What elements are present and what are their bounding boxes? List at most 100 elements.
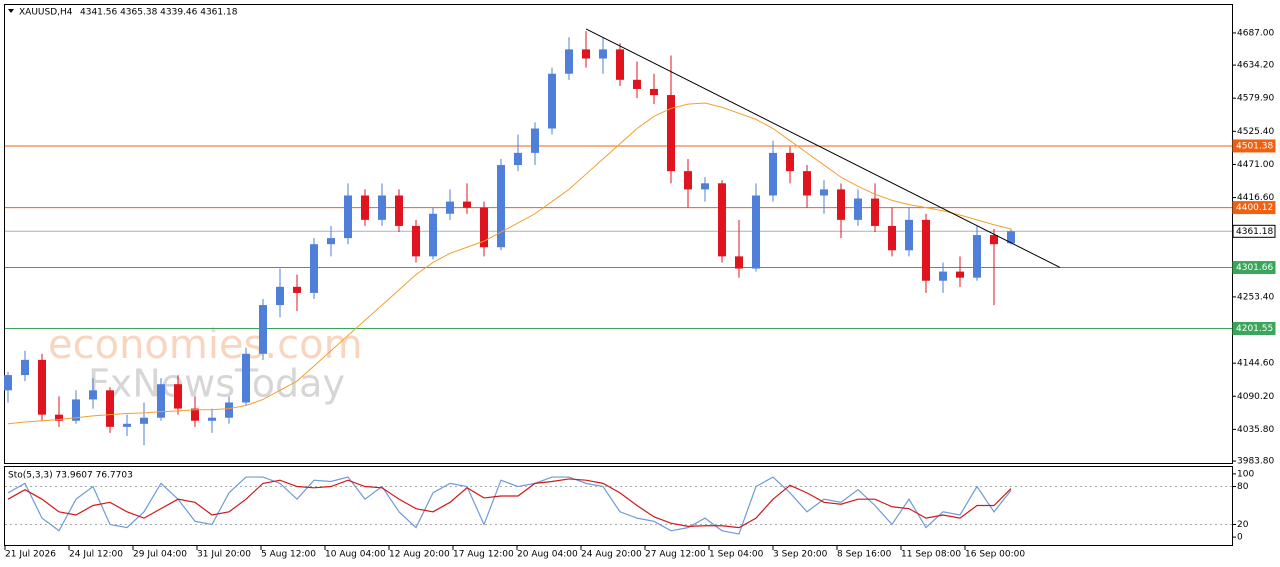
y-tick-label: 4416.60 xyxy=(1237,193,1274,203)
price-label-box xyxy=(1232,224,1276,238)
candle-body xyxy=(633,79,641,89)
candle-body xyxy=(905,219,913,251)
candle-body xyxy=(854,198,862,220)
y-tick-label: 20 xyxy=(1237,520,1249,530)
candle-body xyxy=(803,171,811,196)
candle-body xyxy=(72,399,80,421)
stochastic-line xyxy=(7,478,1012,529)
x-tick-label: 27 Aug 12:00 xyxy=(645,550,706,560)
stochastic-panel xyxy=(4,466,1233,546)
candle-body xyxy=(599,49,607,59)
x-tick-label: 8 Sep 16:00 xyxy=(837,550,892,560)
candle-body xyxy=(497,165,505,248)
candle-body xyxy=(922,219,930,281)
candle-body xyxy=(973,235,981,278)
candle-body xyxy=(429,213,437,257)
candle-body xyxy=(735,256,743,269)
price-label: 4301.66 xyxy=(1236,263,1273,273)
y-tick-label: 4579.90 xyxy=(1237,94,1274,104)
candle-body xyxy=(990,235,998,245)
x-tick-label: 24 Aug 20:00 xyxy=(581,550,642,560)
candle-body xyxy=(395,195,403,226)
candle-body xyxy=(293,286,301,293)
price-label-box xyxy=(1232,321,1276,335)
candle-body xyxy=(480,207,488,248)
candle-body xyxy=(769,152,777,196)
candle-body xyxy=(344,195,352,239)
candle-body xyxy=(378,195,386,220)
y-tick-label: 80 xyxy=(1237,482,1249,492)
candle-body xyxy=(38,359,46,415)
candle-body xyxy=(871,198,879,226)
y-tick-label: 4687.00 xyxy=(1237,28,1274,38)
price-label-box xyxy=(1232,201,1276,215)
trendline xyxy=(585,28,1061,268)
watermark: FxNewsToday xyxy=(88,362,345,406)
x-tick-label: 31 Jul 20:00 xyxy=(197,550,251,560)
symbol: XAUUSD,H4 xyxy=(19,8,73,18)
candle-body xyxy=(514,152,522,166)
y-tick-label: 4471.00 xyxy=(1237,160,1274,170)
candle-body xyxy=(4,375,12,391)
x-tick-label: 29 Jul 04:00 xyxy=(133,550,187,560)
candle-body xyxy=(157,384,165,418)
price-label: 4400.12 xyxy=(1236,203,1273,213)
stochastic-line xyxy=(7,476,1012,535)
candle-body xyxy=(361,195,369,220)
candle-body xyxy=(956,271,964,278)
y-tick-label: 4144.60 xyxy=(1237,359,1274,369)
candle-body xyxy=(888,225,896,251)
x-tick-label: 3 Sep 20:00 xyxy=(773,550,828,560)
candle-body xyxy=(650,88,658,96)
candle-body xyxy=(89,390,97,400)
x-tick-label: 24 Jul 12:00 xyxy=(69,550,123,560)
candle-body xyxy=(820,189,828,196)
candle-body xyxy=(837,189,845,220)
candle-body xyxy=(259,305,267,354)
x-tick-label: 12 Aug 20:00 xyxy=(389,550,450,560)
x-tick-label: 5 Aug 12:00 xyxy=(261,550,316,560)
x-tick-label: 17 Aug 12:00 xyxy=(453,550,514,560)
y-tick-label: 100 xyxy=(1237,469,1254,479)
candle-body xyxy=(208,417,216,421)
candle-body xyxy=(174,384,182,409)
candle-body xyxy=(667,95,675,172)
candle-body xyxy=(531,128,539,153)
candle-body xyxy=(752,195,760,269)
moving-average xyxy=(7,102,1012,425)
watermark: economies.com xyxy=(48,322,363,368)
x-tick-label: 1 Sep 04:00 xyxy=(709,550,764,560)
ohlc: 4341.56 4365.38 4339.46 4361.18 xyxy=(80,8,238,18)
price-label-box xyxy=(1232,261,1276,275)
candle-body xyxy=(310,244,318,293)
y-tick-label: 0 xyxy=(1237,533,1243,543)
x-tick-label: 20 Aug 04:00 xyxy=(517,550,578,560)
candle-body xyxy=(106,390,114,427)
candle-body xyxy=(463,201,471,208)
candle-body xyxy=(718,183,726,257)
y-tick-label: 4253.40 xyxy=(1237,292,1274,302)
candle-body xyxy=(786,152,794,172)
candle-body xyxy=(616,49,624,80)
candle-body xyxy=(21,359,29,376)
x-tick-label: 16 Sep 00:00 xyxy=(965,550,1025,560)
candle-body xyxy=(276,286,284,306)
candle-body xyxy=(582,49,590,59)
price-label: 4201.55 xyxy=(1236,324,1273,334)
candle-body xyxy=(412,225,420,257)
candle-body xyxy=(191,408,199,421)
y-tick-label: 4634.20 xyxy=(1237,61,1274,71)
candle-body xyxy=(225,402,233,418)
price-label: 4361.18 xyxy=(1236,227,1273,237)
y-tick-label: 4090.20 xyxy=(1237,392,1274,402)
y-tick-label: 3983.80 xyxy=(1237,457,1274,467)
x-tick-label: 10 Aug 04:00 xyxy=(325,550,386,560)
candle-body xyxy=(446,201,454,214)
indicator-title: Sto(5,3,3) 73.9607 76.7703 xyxy=(8,471,133,481)
candle-body xyxy=(55,414,63,421)
candle-body xyxy=(123,423,131,427)
collapse-arrow[interactable] xyxy=(8,9,14,13)
price-label-box xyxy=(1232,139,1276,153)
